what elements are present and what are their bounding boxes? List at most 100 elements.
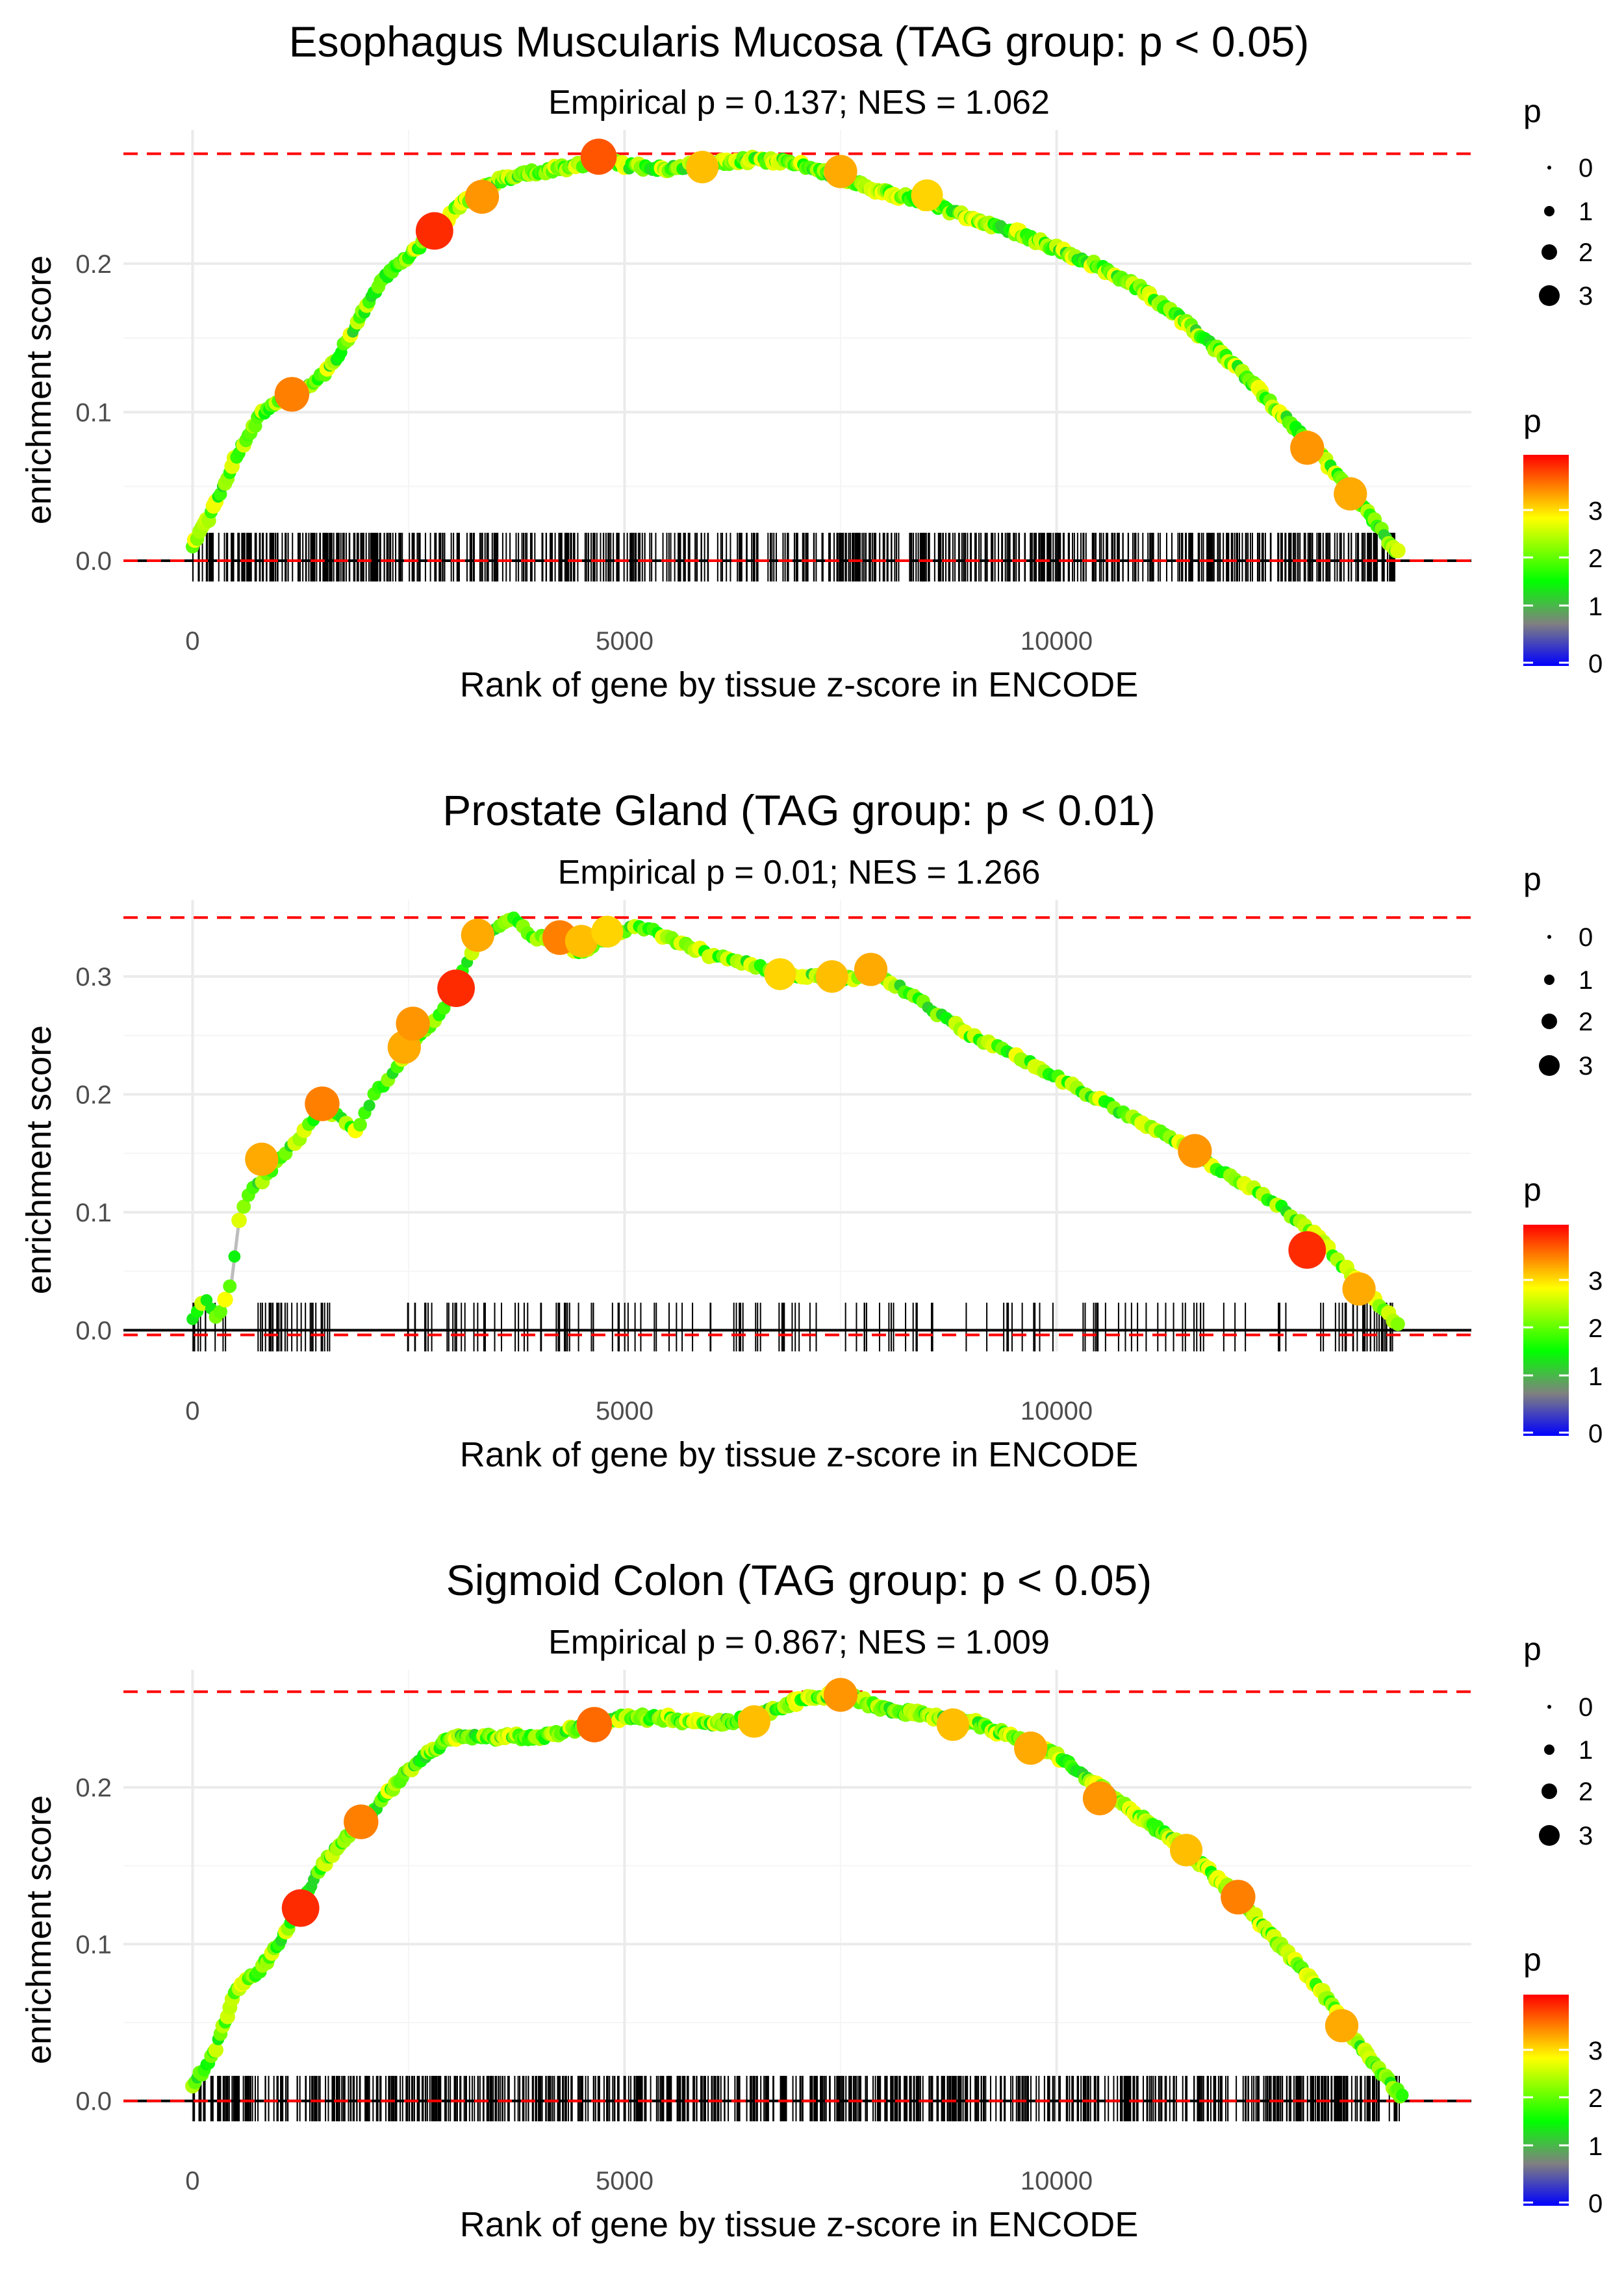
chart-title: Esophagus Muscularis Mucosa (TAG group: … — [289, 18, 1310, 66]
highlight-point — [911, 179, 943, 212]
enrichment-point — [228, 1250, 241, 1263]
enrichment-point — [363, 1099, 375, 1112]
size-legend-key-1 — [1544, 206, 1554, 216]
x-tick-label: 0 — [185, 2167, 199, 2195]
enrichment-curve — [191, 1691, 1404, 2099]
y-tick-label: 0.3 — [75, 963, 112, 991]
highlight-point — [1342, 1272, 1376, 1306]
size-legend-key-0 — [1547, 166, 1551, 170]
y-tick-label: 0.2 — [75, 250, 112, 279]
highlight-point — [305, 1086, 340, 1121]
colorbar — [1523, 1225, 1569, 1436]
highlight-point — [1290, 431, 1325, 465]
color-legend: p 3 2 1 0 — [1523, 403, 1603, 678]
colorbar-label-2: 2 — [1588, 2084, 1603, 2113]
panel-2: Prostate Gland (TAG group: p < 0.01) Emp… — [19, 786, 1603, 1474]
size-legend-label-3: 3 — [1579, 1822, 1593, 1850]
y-axis-title: enrichment score — [19, 255, 58, 524]
plot-area: 0 5000 10000 0.0 0.1 0.2 — [75, 130, 1471, 656]
highlight-point — [396, 1006, 430, 1041]
size-legend-label-3: 3 — [1579, 282, 1593, 311]
enrichment-point — [1395, 2088, 1409, 2102]
colorbar-label-1: 1 — [1588, 1362, 1603, 1391]
color-legend: p 3 2 1 0 — [1523, 1941, 1603, 2218]
highlight-point — [415, 212, 453, 250]
plot-area: 0 5000 10000 0.0 0.1 0.2 — [75, 1670, 1471, 2195]
size-legend-label-0: 0 — [1579, 1693, 1593, 1722]
colorbar-label-1: 1 — [1588, 2132, 1603, 2161]
enrichment-point — [1391, 1316, 1405, 1331]
color-legend: p 3 2 1 0 — [1523, 1171, 1603, 1448]
chart-subtitle: Empirical p = 0.867; NES = 1.009 — [548, 1624, 1050, 1661]
size-legend-key-3 — [1539, 285, 1560, 306]
size-legend-key-0 — [1547, 935, 1551, 939]
enrichment-point — [223, 1279, 237, 1294]
highlight-point — [936, 1708, 969, 1741]
enrichment-points — [185, 1678, 1409, 2104]
y-axis-title: enrichment score — [19, 1795, 58, 2064]
x-tick-label: 0 — [185, 627, 199, 656]
highlight-point — [737, 1705, 771, 1738]
y-tick-label: 0.2 — [75, 1080, 112, 1109]
x-tick-label: 5000 — [596, 1397, 653, 1425]
size-legend-label-2: 2 — [1579, 1778, 1593, 1806]
highlight-point — [245, 1142, 279, 1176]
highlight-point — [281, 1889, 320, 1927]
highlight-point — [580, 138, 617, 175]
colorbar — [1523, 1995, 1569, 2206]
size-legend-title: p — [1523, 93, 1542, 129]
x-tick-label: 10000 — [1021, 627, 1093, 656]
chart-title: Sigmoid Colon (TAG group: p < 0.05) — [446, 1556, 1152, 1604]
size-legend-label-1: 1 — [1579, 966, 1593, 995]
highlight-point — [437, 969, 475, 1007]
highlight-point — [1082, 1781, 1117, 1816]
size-legend-key-0 — [1547, 1705, 1551, 1709]
enrichment-points — [186, 911, 1405, 1331]
y-tick-label: 0.0 — [75, 547, 112, 576]
enrichment-point — [213, 1305, 227, 1319]
highlight-point — [824, 155, 857, 188]
y-axis-title: enrichment score — [19, 1025, 58, 1294]
size-legend-key-1 — [1544, 975, 1554, 985]
size-legend-label-2: 2 — [1579, 238, 1593, 267]
size-legend-label-2: 2 — [1579, 1008, 1593, 1036]
x-tick-label: 10000 — [1021, 1397, 1093, 1425]
colorbar-label-3: 3 — [1588, 497, 1603, 526]
color-legend-title: p — [1523, 1941, 1542, 1978]
panel-1: Esophagus Muscularis Mucosa (TAG group: … — [19, 18, 1603, 704]
size-legend-title: p — [1523, 1631, 1542, 1667]
size-legend-key-2 — [1542, 1014, 1557, 1029]
x-tick-label: 5000 — [596, 2167, 653, 2195]
colorbar-label-3: 3 — [1588, 1267, 1603, 1296]
size-legend-key-2 — [1542, 244, 1557, 260]
size-legend-label-0: 0 — [1579, 154, 1593, 183]
colorbar-label-2: 2 — [1588, 1314, 1603, 1343]
highlight-point — [815, 960, 848, 993]
gene-rug — [192, 2076, 1401, 2121]
highlight-point — [464, 179, 500, 214]
chart-subtitle: Empirical p = 0.137; NES = 1.062 — [548, 84, 1050, 121]
highlight-point — [274, 377, 310, 412]
size-legend-label-1: 1 — [1579, 1736, 1593, 1765]
gene-rug — [192, 533, 1395, 581]
highlight-point — [1325, 2009, 1359, 2043]
x-axis-title: Rank of gene by tissue z-score in ENCODE — [460, 1435, 1138, 1474]
enrichment-point — [208, 2042, 223, 2058]
highlight-point — [344, 1804, 379, 1839]
size-legend-key-2 — [1542, 1783, 1557, 1799]
enrichment-point — [1390, 543, 1406, 559]
color-legend-title: p — [1523, 1171, 1542, 1208]
size-legend: p 0 1 2 3 — [1523, 1631, 1593, 1850]
size-legend-key-3 — [1539, 1825, 1560, 1846]
y-tick-label: 0.1 — [75, 1930, 112, 1959]
size-legend-label-3: 3 — [1579, 1052, 1593, 1080]
enrichment-point — [217, 1292, 233, 1308]
highlight-point — [1170, 1833, 1203, 1867]
plot-area: 0 5000 10000 0.0 0.1 0.2 0.3 — [75, 900, 1471, 1425]
x-tick-label: 0 — [185, 1397, 199, 1425]
size-legend: p 0 1 2 3 — [1523, 861, 1593, 1080]
highlight-point — [461, 918, 494, 952]
enrichment-point — [236, 1199, 251, 1214]
